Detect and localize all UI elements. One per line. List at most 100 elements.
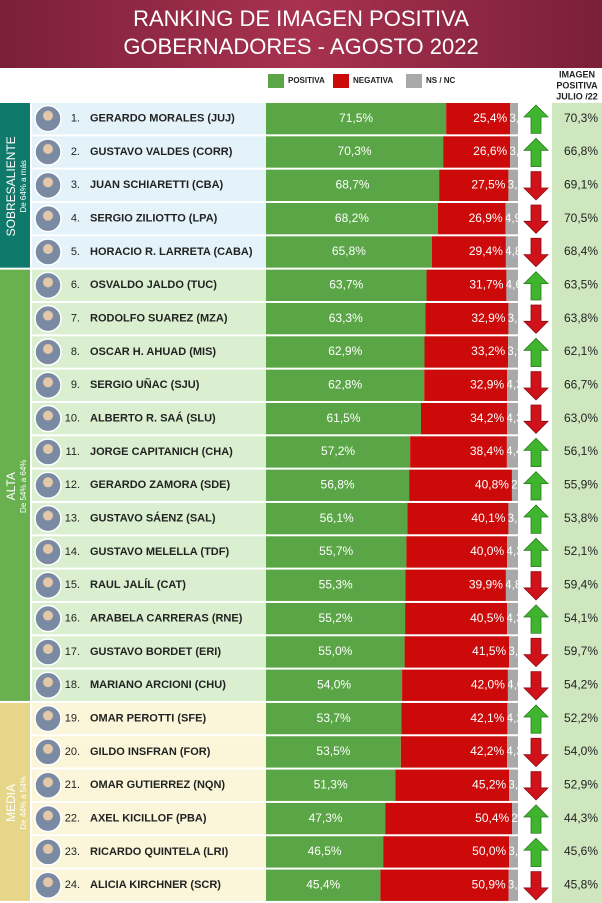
bar-segment bbox=[510, 136, 518, 168]
previous-header: POSITIVA bbox=[556, 80, 598, 90]
photo-head bbox=[43, 310, 53, 321]
bar-segment bbox=[507, 369, 518, 401]
governor-name: ALICIA KIRCHNER (SCR) bbox=[90, 879, 221, 891]
value-label: 4,2% bbox=[506, 711, 534, 725]
trend-arrow-up bbox=[523, 837, 549, 867]
previous-value: 52,2% bbox=[564, 711, 598, 725]
value-label: 3,5% bbox=[508, 844, 536, 858]
photo-head bbox=[43, 877, 53, 888]
previous-value: 63,5% bbox=[564, 277, 598, 291]
trend-arrow-down bbox=[523, 171, 549, 201]
group-band bbox=[0, 103, 30, 268]
value-label: 3,1% bbox=[509, 111, 537, 125]
bar-segment bbox=[383, 836, 510, 868]
value-label: 55,3% bbox=[319, 577, 353, 591]
governor-name: GUSTAVO BORDET (ERI) bbox=[90, 646, 221, 658]
photo-head bbox=[43, 277, 53, 288]
governor-name: ARABELA CARRERAS (RNE) bbox=[90, 613, 243, 625]
name-cell bbox=[32, 436, 266, 468]
value-label: 26,9% bbox=[469, 211, 503, 225]
rank: 3. bbox=[71, 179, 80, 191]
rank: 5. bbox=[71, 246, 80, 258]
bar-segment bbox=[437, 202, 506, 235]
value-label: 4,4% bbox=[506, 444, 534, 458]
bar-segment bbox=[266, 736, 401, 768]
governor-name: RICARDO QUINTELA (LRI) bbox=[90, 846, 229, 858]
previous-value: 59,4% bbox=[564, 577, 598, 591]
value-label: 3,5% bbox=[508, 777, 536, 791]
name-cell bbox=[32, 669, 266, 701]
bar-segment bbox=[406, 536, 508, 568]
bar-segment bbox=[266, 702, 402, 735]
rank: 24. bbox=[65, 879, 80, 891]
value-label: 31,7% bbox=[469, 277, 503, 291]
name-cell bbox=[32, 269, 266, 301]
bar-segment bbox=[507, 702, 518, 735]
trend-arrow-down bbox=[523, 237, 549, 268]
bar-segment bbox=[508, 169, 518, 201]
value-label: 4,9% bbox=[505, 211, 533, 225]
previous-value: 55,9% bbox=[564, 477, 598, 491]
bar-segment bbox=[266, 769, 396, 801]
value-label: 3,8% bbox=[507, 311, 535, 325]
bar-segment bbox=[424, 369, 508, 401]
bar-segment bbox=[512, 802, 518, 835]
rank: 19. bbox=[65, 713, 80, 725]
value-label: 55,2% bbox=[319, 611, 353, 625]
rank: 21. bbox=[65, 779, 80, 791]
previous-value: 63,0% bbox=[564, 411, 598, 425]
value-label: 62,8% bbox=[328, 377, 362, 391]
governor-name: RAUL JALÍL (CAT) bbox=[90, 578, 186, 591]
trend-arrow-down bbox=[523, 571, 549, 601]
bar-segment bbox=[266, 469, 410, 501]
value-label: 55,0% bbox=[318, 644, 352, 658]
previous-value: 70,5% bbox=[564, 211, 598, 225]
bar-segment bbox=[505, 202, 518, 235]
bar-segment bbox=[266, 502, 408, 535]
trend-arrow-down bbox=[523, 404, 549, 434]
trend-arrow-up bbox=[523, 104, 549, 134]
rank: 9. bbox=[71, 379, 80, 391]
governor-name: OSCAR H. AHUAD (MIS) bbox=[90, 346, 216, 358]
bar-segment bbox=[407, 502, 509, 535]
photo-head bbox=[43, 543, 53, 554]
bar-segment bbox=[395, 769, 510, 801]
bar-segment bbox=[508, 869, 518, 901]
value-label: 45,2% bbox=[472, 777, 506, 791]
bar-segment bbox=[409, 469, 512, 501]
previous-header: JULIO /22 bbox=[556, 91, 598, 101]
trend-arrow-up bbox=[523, 804, 549, 834]
bar-segment bbox=[507, 669, 518, 701]
bar-segment bbox=[266, 402, 421, 435]
bar-segment bbox=[402, 669, 508, 701]
value-label: 4,3% bbox=[506, 377, 534, 391]
value-label: 45,4% bbox=[306, 877, 340, 891]
value-label: 51,3% bbox=[314, 777, 348, 791]
bar-segment bbox=[266, 436, 411, 468]
photo-head bbox=[43, 343, 53, 354]
name-cell bbox=[32, 869, 266, 901]
bar-segment bbox=[266, 202, 438, 235]
value-label: 38,4% bbox=[470, 444, 504, 458]
value-label: 2,4% bbox=[511, 477, 539, 491]
value-label: 4,3% bbox=[506, 744, 534, 758]
trend-arrow-up bbox=[523, 471, 549, 501]
value-label: 3,8% bbox=[507, 177, 535, 191]
previous-value: 59,7% bbox=[564, 644, 598, 658]
value-label: 41,5% bbox=[472, 644, 506, 658]
trend-arrow-up bbox=[523, 537, 549, 568]
bar-segment bbox=[425, 302, 509, 335]
rank: 15. bbox=[65, 579, 80, 591]
name-cell bbox=[32, 636, 266, 668]
governor-name: GILDO INSFRAN (FOR) bbox=[90, 746, 211, 758]
governor-name: HORACIO R. LARRETA (CABA) bbox=[90, 246, 253, 258]
previous-value: 45,8% bbox=[564, 877, 598, 891]
trend-arrow-down bbox=[523, 737, 549, 768]
group-name: SOBRESALIENTE bbox=[4, 136, 18, 236]
photo-head bbox=[43, 710, 53, 721]
rank: 14. bbox=[65, 546, 80, 558]
rank: 23. bbox=[65, 846, 80, 858]
governor-name: GERARDO ZAMORA (SDE) bbox=[90, 479, 230, 491]
value-label: 3,5% bbox=[508, 644, 536, 658]
trend-arrow-up bbox=[523, 704, 549, 734]
